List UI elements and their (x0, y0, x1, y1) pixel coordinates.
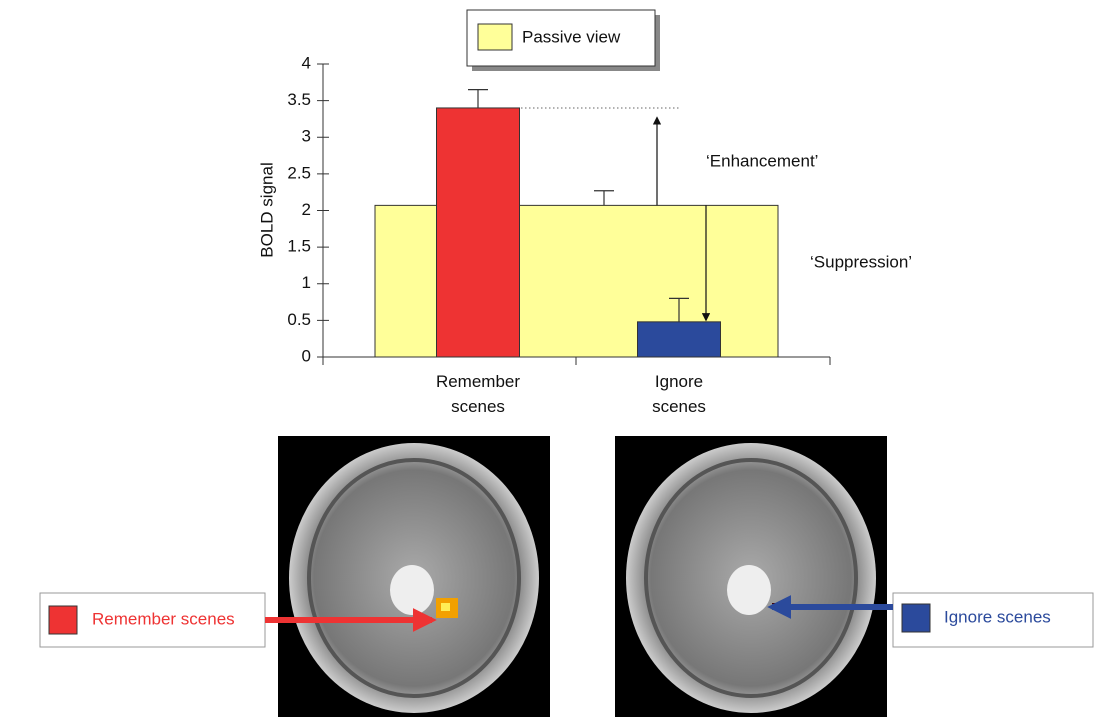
annotation: ‘Enhancement’ (706, 151, 818, 170)
legend-label: Passive view (522, 27, 621, 46)
label-swatch (49, 606, 77, 634)
y-tick-label: 4 (302, 53, 311, 72)
y-tick-label: 1.5 (287, 237, 311, 256)
y-tick-label: 2 (302, 200, 311, 219)
annotation: ‘Suppression’ (810, 252, 912, 271)
image-label: Remember scenes (92, 609, 235, 628)
brain-image-left (278, 436, 550, 717)
figure: BOLD signal Passive view Rememberscenes Ig… (0, 0, 1098, 717)
y-tick-label: 0.5 (287, 310, 311, 329)
image-label: Ignore scenes (944, 607, 1051, 626)
y-tick-label: 3 (302, 127, 311, 146)
y-tick-label: 2.5 (287, 163, 311, 182)
error-bar (468, 90, 488, 108)
y-tick-label: 1 (302, 273, 311, 292)
bar (437, 108, 520, 357)
brain-image-right (615, 436, 887, 717)
y-axis-label: BOLD signal (257, 162, 276, 257)
legend-swatch (478, 24, 512, 50)
bar (638, 322, 721, 357)
y-tick-label: 3.5 (287, 90, 311, 109)
label-swatch (902, 604, 930, 632)
y-tick-label: 0 (302, 346, 311, 365)
error-bar (594, 191, 614, 206)
